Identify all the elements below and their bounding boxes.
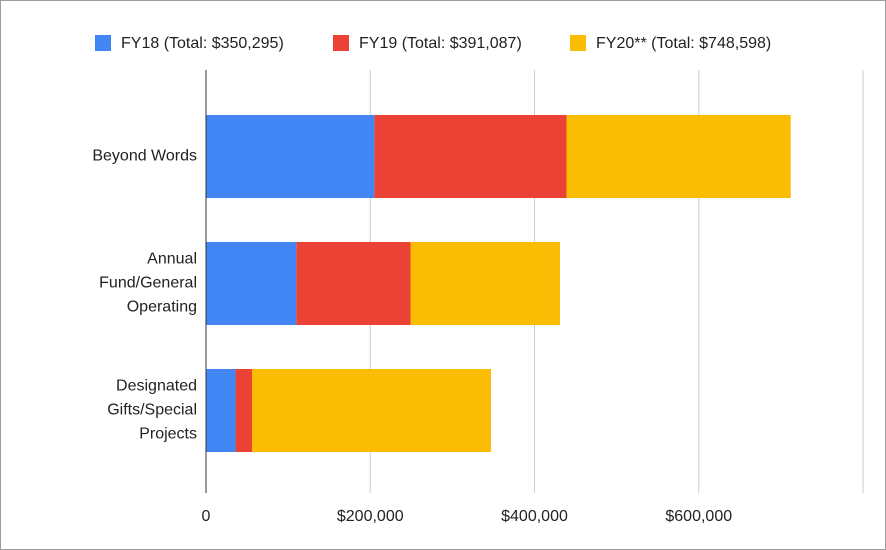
bar-segment bbox=[566, 115, 791, 198]
x-tick-label: $200,000 bbox=[337, 508, 404, 525]
legend-label: FY18 (Total: $350,295) bbox=[121, 35, 284, 52]
bar-segment bbox=[410, 242, 560, 325]
legend-swatch bbox=[570, 35, 586, 51]
bar-segment bbox=[206, 115, 375, 198]
y-tick-label: Annual Fund/General Operating bbox=[99, 251, 197, 316]
bar-segment bbox=[251, 369, 491, 452]
legend-swatch bbox=[95, 35, 111, 51]
legend-label: FY20** (Total: $748,598) bbox=[596, 35, 771, 52]
bar-segment bbox=[206, 369, 236, 452]
y-tick-label: Designated Gifts/Special Projects bbox=[107, 378, 197, 443]
x-tick-label: $400,000 bbox=[501, 508, 568, 525]
y-tick-label: Beyond Words bbox=[92, 148, 197, 165]
bar-segment bbox=[374, 115, 567, 198]
x-tick-label: $600,000 bbox=[665, 508, 732, 525]
bar-segment bbox=[206, 242, 297, 325]
x-tick-label: 0 bbox=[202, 508, 211, 525]
bar-segment bbox=[235, 369, 252, 452]
legend-swatch bbox=[333, 35, 349, 51]
bar-segment bbox=[296, 242, 411, 325]
legend-label: FY19 (Total: $391,087) bbox=[359, 35, 522, 52]
